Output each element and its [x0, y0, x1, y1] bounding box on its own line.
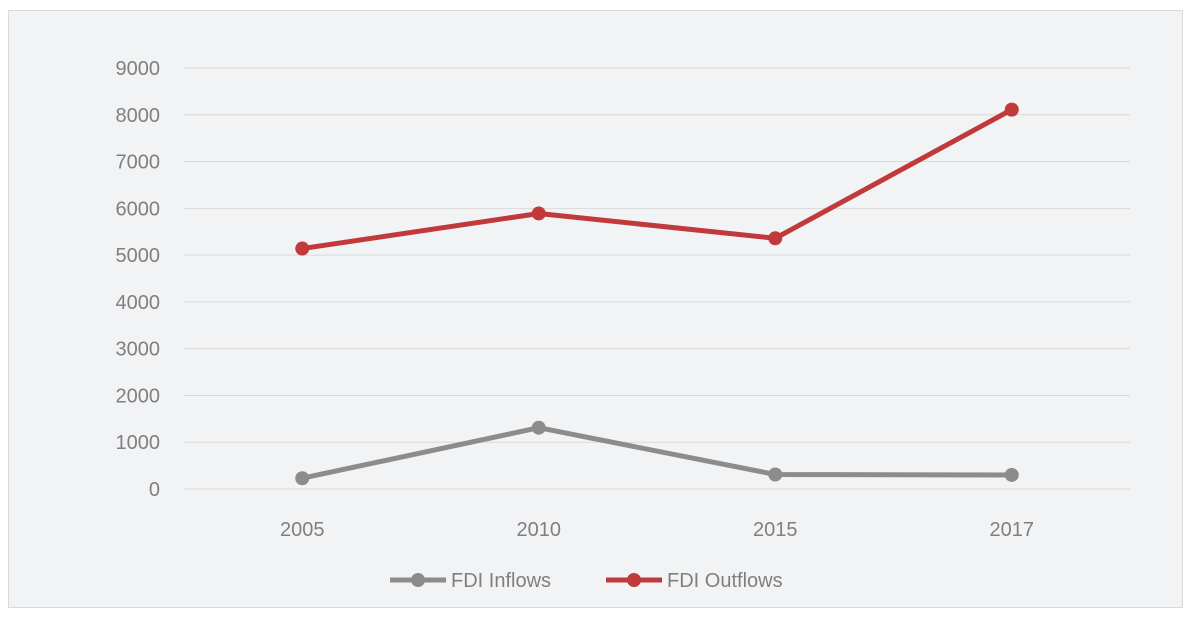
series-fdi-inflows	[295, 420, 1019, 486]
data-point	[295, 471, 310, 486]
data-point	[768, 231, 783, 246]
legend-point-marker	[627, 573, 641, 587]
legend: FDI Inflows FDI Outflows	[390, 570, 783, 592]
series-lines	[295, 102, 1019, 486]
legend-label: FDI Outflows	[667, 570, 783, 592]
legend-point-marker	[411, 573, 425, 587]
data-point	[295, 241, 310, 256]
x-axis-tick-labels: 2005 2010 2015 2017	[280, 519, 1034, 541]
legend-item: FDI Outflows	[606, 570, 783, 592]
x-tick-label: 2005	[280, 519, 325, 541]
series-fdi-outflows	[295, 102, 1019, 256]
y-tick-label: 7000	[116, 152, 161, 174]
data-point	[1004, 467, 1019, 482]
data-point	[531, 206, 546, 221]
series-line	[299, 425, 1015, 481]
data-point	[531, 420, 546, 435]
y-tick-label: 0	[149, 479, 160, 501]
x-tick-label: 2017	[990, 519, 1035, 541]
y-tick-label: 4000	[116, 292, 161, 314]
y-tick-label: 6000	[116, 198, 161, 220]
chart-area	[8, 10, 1183, 608]
y-tick-label: 8000	[116, 105, 161, 127]
data-point	[768, 467, 783, 482]
y-axis-tick-labels: 0 1000 2000 3000 4000 5000 6000 7000 8000 9000	[116, 58, 161, 501]
y-tick-label: 5000	[116, 245, 161, 267]
y-tick-label: 1000	[116, 432, 161, 454]
legend-label: FDI Inflows	[451, 570, 551, 592]
data-point	[1004, 102, 1019, 117]
legend-item: FDI Inflows	[390, 570, 551, 592]
y-tick-label: 2000	[116, 385, 161, 407]
series-line	[299, 107, 1015, 252]
x-tick-label: 2010	[517, 519, 562, 541]
x-tick-label: 2015	[753, 519, 798, 541]
y-tick-label: 3000	[116, 339, 161, 361]
gridlines	[184, 67, 1130, 490]
y-tick-label: 9000	[116, 58, 161, 80]
